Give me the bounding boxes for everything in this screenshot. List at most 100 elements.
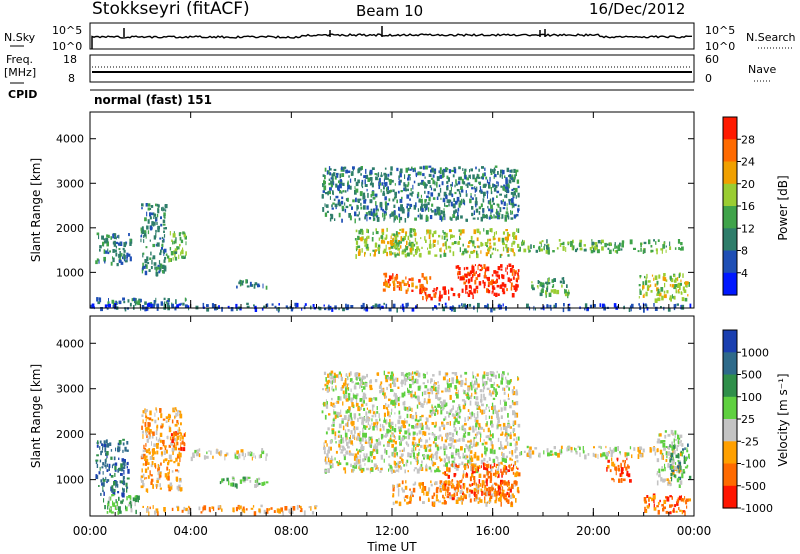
- power-cell: [454, 200, 458, 205]
- velocity-cell: [457, 448, 460, 452]
- velocity-cell: [106, 469, 109, 472]
- velocity-cell: [509, 426, 512, 429]
- power-cell: [380, 239, 384, 244]
- power-cell: [647, 280, 651, 283]
- nsky-label: N.Sky: [4, 31, 36, 44]
- power-cell: [381, 182, 384, 186]
- power-cell: [344, 202, 346, 206]
- power-cell: [159, 267, 162, 272]
- velocity-cell: [465, 495, 467, 500]
- power-cell: [546, 304, 549, 307]
- velocity-cell: [348, 452, 352, 456]
- velocity-cell: [325, 377, 327, 382]
- power-cell: [163, 212, 166, 216]
- power-cell: [493, 214, 495, 219]
- velocity-cell: [471, 466, 474, 471]
- power-cell: [660, 306, 662, 309]
- velocity-cell: [353, 455, 357, 461]
- velocity-cell: [155, 407, 157, 411]
- power-cell: [371, 180, 373, 186]
- velocity-cell: [148, 511, 150, 516]
- power-cell: [452, 214, 455, 218]
- velocity-cell: [392, 373, 394, 378]
- power-cell: [150, 251, 152, 256]
- velocity-cell: [164, 473, 168, 478]
- velocity-cell: [670, 504, 674, 507]
- velocity-cell: [438, 456, 441, 459]
- power-cell: [341, 191, 343, 194]
- power-cell: [449, 249, 452, 253]
- power-cell: [512, 203, 515, 208]
- velocity-cell: [523, 450, 526, 453]
- power-cell: [654, 275, 658, 280]
- power-cell: [644, 248, 646, 254]
- freq-panel-frame: [89, 54, 695, 83]
- velocity-cell: [683, 460, 686, 464]
- power-cell: [123, 258, 126, 262]
- power-cell: [442, 174, 444, 179]
- power-cell: [126, 255, 128, 259]
- power-cell: [240, 280, 242, 284]
- velocity-cell: [102, 471, 104, 475]
- velocity-cell: [379, 383, 382, 386]
- power-cell: [126, 252, 129, 256]
- velocity-cell: [498, 424, 502, 427]
- power-cell: [462, 199, 465, 203]
- velocity-cell: [122, 442, 125, 446]
- velocity-cell: [483, 482, 485, 486]
- power-cell: [511, 272, 514, 276]
- power-cell: [211, 303, 214, 308]
- velocity-cell: [482, 374, 486, 379]
- power-cell: [597, 240, 601, 244]
- power-cell: [338, 183, 342, 189]
- power-cell: [654, 283, 657, 287]
- velocity-cell: [147, 475, 150, 479]
- power-cell: [657, 288, 660, 294]
- power-cell: [114, 237, 117, 240]
- velocity-cell: [624, 460, 626, 464]
- velocity-cell: [444, 486, 447, 491]
- power-cell: [478, 211, 481, 215]
- power-cell: [394, 236, 396, 240]
- power-cell: [477, 302, 480, 308]
- velocity-cell: [114, 472, 116, 477]
- power-cell: [383, 172, 387, 176]
- velocity-cell: [430, 385, 434, 389]
- velocity-cell: [465, 444, 468, 447]
- power-cell: [409, 228, 413, 233]
- power-cell: [324, 192, 328, 195]
- velocity-cell: [357, 382, 359, 385]
- velocity-cell: [656, 440, 660, 444]
- power-cell: [366, 216, 368, 222]
- velocity-cell: [410, 372, 413, 375]
- velocity-cell: [662, 455, 664, 460]
- velocity-cell: [398, 410, 401, 415]
- velocity-cell: [261, 482, 265, 486]
- power-cell: [548, 292, 552, 297]
- y-tick-label: 3000: [56, 177, 84, 190]
- power-cell: [398, 240, 401, 245]
- velocity-cell: [344, 385, 347, 388]
- power-cell: [97, 301, 101, 305]
- velocity-cell: [665, 451, 668, 456]
- velocity-cell: [392, 439, 395, 443]
- power-cell: [617, 244, 620, 250]
- velocity-cell: [496, 463, 499, 466]
- power-cell: [448, 169, 452, 174]
- power-cell: [380, 235, 384, 239]
- velocity-cell: [417, 372, 421, 378]
- velocity-cell: [390, 439, 393, 443]
- power-cell: [620, 248, 623, 251]
- velocity-cell: [136, 495, 138, 500]
- power-cell: [427, 202, 430, 206]
- velocity-cell: [106, 451, 109, 456]
- velocity-cell: [644, 501, 646, 504]
- power-cell: [649, 284, 652, 287]
- velocity-cell: [404, 485, 408, 490]
- power-cell: [517, 228, 520, 233]
- power-cell: [406, 205, 408, 209]
- velocity-cell: [329, 380, 333, 384]
- power-cell: [354, 238, 357, 241]
- velocity-cell: [437, 410, 439, 415]
- power-cell: [378, 237, 380, 241]
